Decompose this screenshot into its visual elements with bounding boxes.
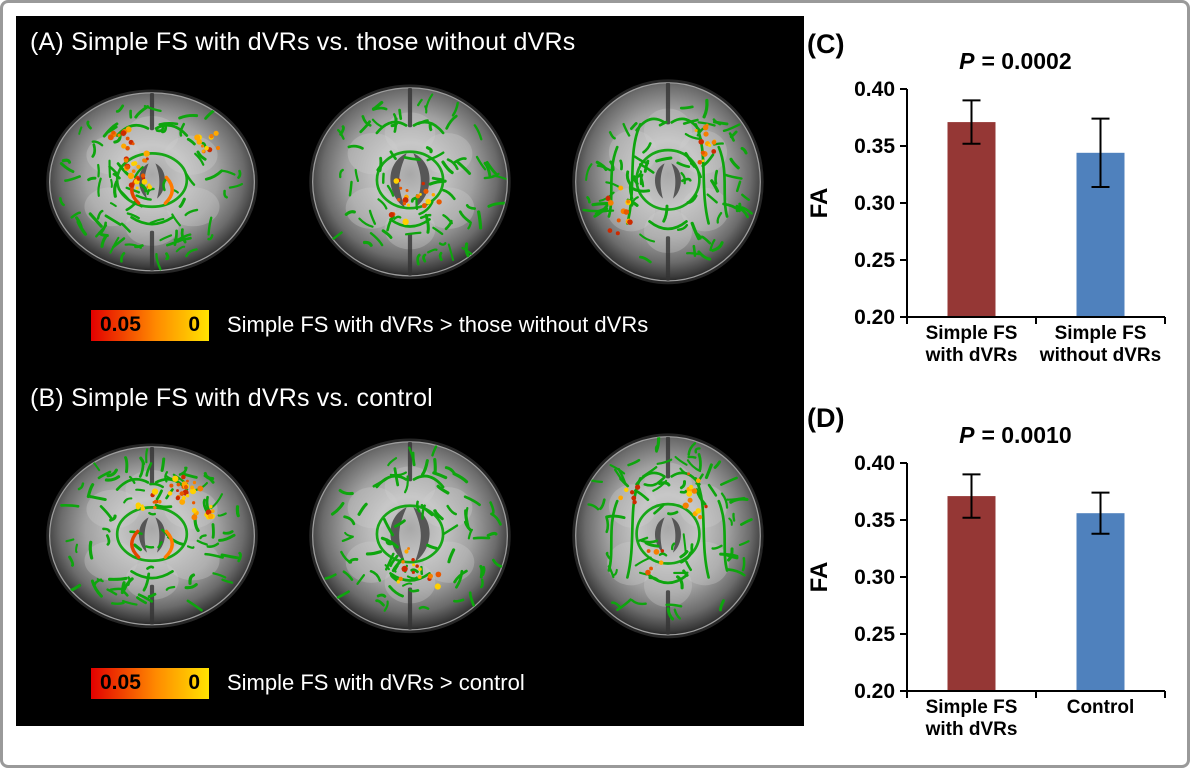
y-tick-label: 0.40	[854, 452, 895, 475]
panel-b-title: (B) Simple FS with dVRs vs. control	[30, 384, 433, 412]
y-tick-label: 0.40	[854, 78, 895, 101]
colorbar-max-label: 0.05	[100, 313, 141, 336]
brain-mri-slice	[572, 433, 764, 639]
brain-panels: (A) Simple FS with dVRs vs. those withou…	[16, 16, 804, 726]
y-tick-label: 0.25	[854, 249, 895, 272]
panel-c: (C) P = 0.0002 FA 0.20 0.25 0.30 0.35 0.40 Simpl…	[801, 17, 1187, 389]
fa-skeleton	[59, 104, 244, 271]
bar	[947, 496, 996, 691]
brain-slice	[284, 66, 536, 301]
category-label: Simple FS	[926, 323, 1018, 344]
colorbar: 0.05 0	[91, 667, 209, 699]
y-tick-label: 0.30	[854, 566, 895, 589]
fa-skeleton	[582, 98, 753, 264]
panel-a-title: (A) Simple FS with dVRs vs. those withou…	[30, 28, 576, 56]
bar	[1076, 513, 1125, 691]
y-axis-title: FA	[806, 188, 833, 219]
category-label: Simple FS	[926, 697, 1018, 718]
colorbar: 0.05 0	[91, 309, 209, 341]
bar-chart-c: P = 0.0002 FA 0.20 0.25 0.30 0.35 0.40 Simple FS…	[806, 48, 1166, 366]
brain-slice	[542, 66, 794, 301]
brain-mri-slice	[309, 438, 511, 634]
error-bar	[962, 99, 981, 145]
category-label: Control	[1067, 697, 1135, 718]
panel-c-label: (C)	[807, 29, 845, 59]
colorbar-max-label: 0.05	[100, 671, 141, 694]
y-axis-title: FA	[806, 562, 833, 593]
error-bar	[1091, 117, 1110, 188]
significant-clusters	[107, 126, 221, 205]
brain-slice	[26, 420, 278, 655]
colorbar-min-label: 0	[188, 671, 200, 694]
category-label: with dVRs	[925, 719, 1018, 740]
significant-clusters	[396, 547, 442, 590]
p-value-label: P = 0.0002	[959, 48, 1072, 74]
panel-a-caption: Simple FS with dVRs > those without dVRs	[227, 312, 649, 337]
category-label: Simple FS	[1055, 323, 1147, 344]
significant-clusters	[605, 123, 717, 236]
colorbar-min-label: 0	[188, 313, 200, 336]
panel-a-slices	[22, 66, 798, 301]
y-tick-label: 0.20	[854, 680, 895, 703]
panel-b-slices	[22, 420, 798, 655]
y-tick-label: 0.35	[854, 135, 895, 158]
panel-a-legend: 0.05 0 Simple FS with dVRs > those witho…	[91, 308, 648, 342]
p-value-label: P = 0.0010	[959, 422, 1072, 448]
brain-mri-slice	[46, 443, 258, 629]
significant-clusters	[130, 474, 215, 559]
panel-b-caption: Simple FS with dVRs > control	[227, 670, 525, 695]
brain-slice	[26, 66, 278, 301]
y-tick-label: 0.20	[854, 306, 895, 329]
fa-skeleton	[326, 93, 508, 266]
y-tick-label: 0.25	[854, 623, 895, 646]
error-bar	[962, 473, 981, 519]
panel-d-label: (D)	[807, 403, 845, 433]
panel-b-legend: 0.05 0 Simple FS with dVRs > control	[91, 666, 525, 700]
brain-mri-slice	[46, 89, 258, 275]
panel-d: (D) P = 0.0010 FA 0.20 0.25 0.30 0.35 0.40 Simpl…	[801, 391, 1187, 763]
category-label: without dVRs	[1039, 345, 1161, 366]
bar	[947, 122, 996, 317]
brain-mri-slice	[309, 84, 511, 280]
bar-chart-d: P = 0.0010 FA 0.20 0.25 0.30 0.35 0.40 Simple FS…	[806, 422, 1166, 740]
category-label: with dVRs	[925, 345, 1018, 366]
brain-slice	[284, 420, 536, 655]
y-tick-label: 0.30	[854, 192, 895, 215]
significant-clusters	[388, 178, 442, 226]
brain-slice	[542, 420, 794, 655]
y-tick-label: 0.35	[854, 509, 895, 532]
error-bar	[1091, 491, 1110, 535]
brain-mri-slice	[572, 79, 764, 285]
significant-clusters	[618, 472, 708, 576]
